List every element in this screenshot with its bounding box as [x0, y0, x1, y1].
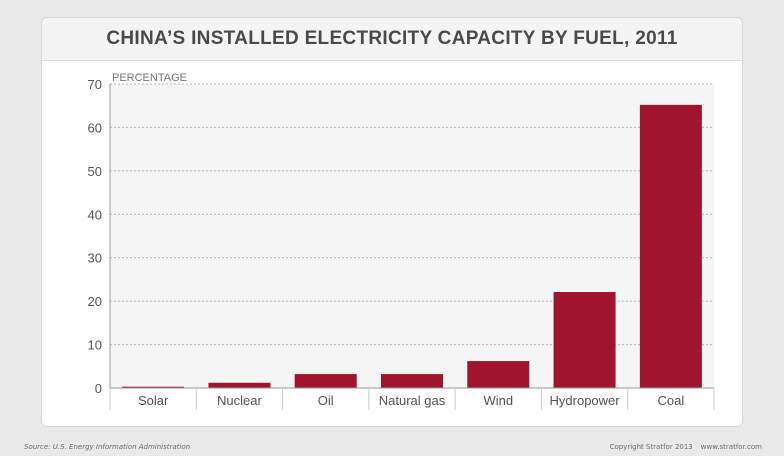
y-tick-label: 60	[88, 120, 102, 135]
x-tick-label: Wind	[483, 393, 513, 408]
bar-wind	[467, 361, 530, 388]
x-tick-label: Oil	[318, 393, 334, 408]
bar-solar	[122, 386, 185, 388]
bar-coal	[639, 104, 702, 389]
y-tick-label: 70	[88, 77, 102, 92]
bars	[122, 104, 702, 389]
footer-credits: Copyright Stratfor 2013 www.stratfor.com	[610, 443, 762, 451]
y-tick-label: 50	[88, 164, 102, 179]
bar-nuclear	[208, 382, 271, 388]
bar-hydropower	[553, 292, 616, 388]
x-tick-label: Nuclear	[217, 393, 262, 408]
y-tick-label: 0	[95, 381, 102, 396]
plot-area	[110, 84, 714, 388]
y-tick-label: 40	[88, 207, 102, 222]
chart-title: CHINA’S INSTALLED ELECTRICITY CAPACITY B…	[106, 28, 678, 49]
bar-oil	[294, 374, 357, 388]
copyright-text: Copyright Stratfor 2013	[609, 443, 693, 451]
website-link[interactable]: www.stratfor.com	[700, 443, 762, 451]
y-tick-label: 30	[88, 251, 102, 266]
source-note: Source: U.S. Energy Information Administ…	[24, 443, 191, 451]
x-tick-label: Coal	[657, 393, 684, 408]
chart-header: CHINA’S INSTALLED ELECTRICITY CAPACITY B…	[42, 18, 742, 61]
y-tick-label: 10	[88, 338, 102, 353]
bar-natural-gas	[381, 374, 443, 388]
x-axis: Solar Nuclear Oil Natural gas Wind Hydropower…	[109, 387, 715, 410]
y-axis: 0 10 20 30 40 50 60 70	[88, 77, 111, 396]
x-tick-label: Natural gas	[379, 393, 446, 408]
y-tick-label: 20	[88, 294, 102, 309]
gridlines	[110, 83, 714, 346]
x-tick-label: Solar	[138, 393, 169, 408]
x-tick-label: Hydropower	[550, 393, 621, 408]
y-axis-label: PERCENTAGE	[112, 72, 187, 84]
